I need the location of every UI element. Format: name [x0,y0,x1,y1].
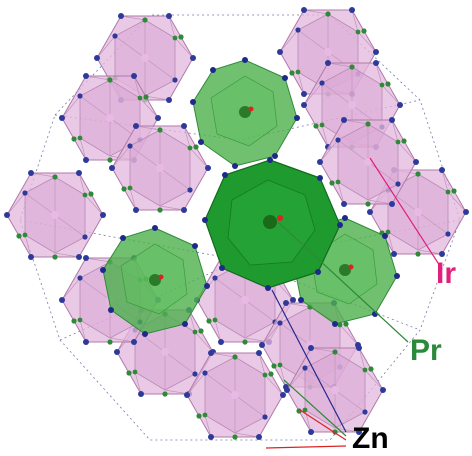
leader-lines [265,157,441,449]
pr-label: Pr [410,334,442,367]
ir-label: Ir [436,257,456,290]
zn-label: Zn [352,422,389,455]
central-green-polyhedron [202,157,343,291]
